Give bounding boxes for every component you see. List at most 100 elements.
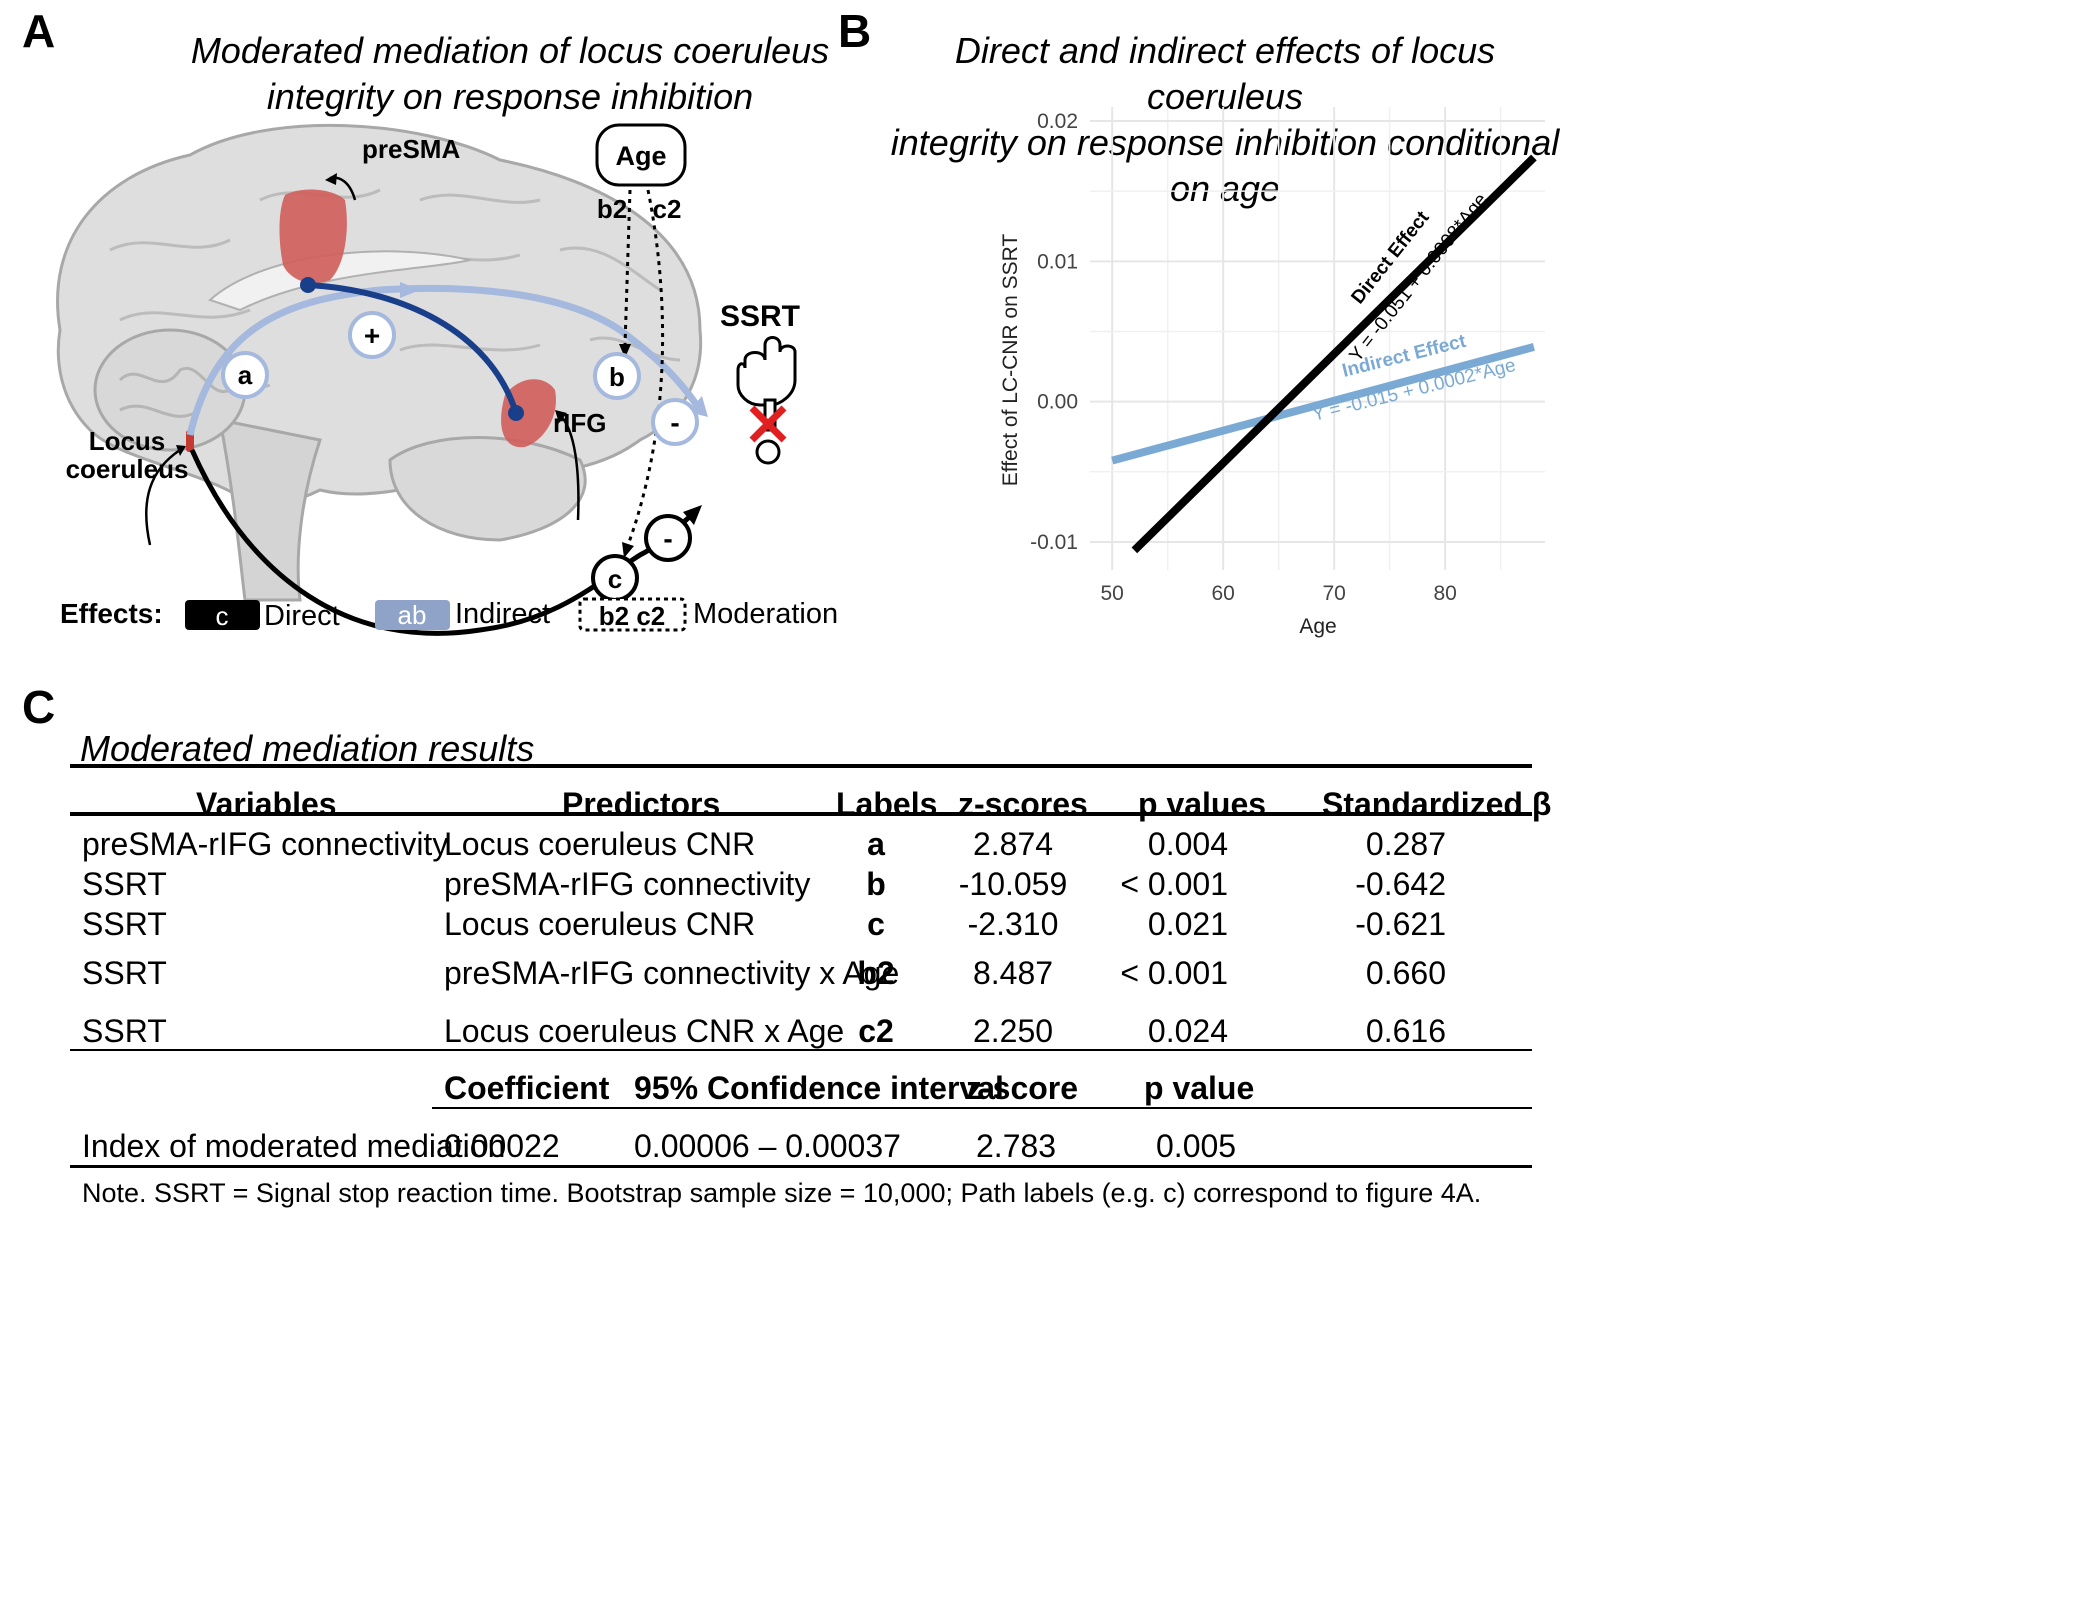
cell-z-score: 2.874 (972, 826, 1054, 862)
presma-label: preSMA (362, 134, 460, 164)
cell-predictor: preSMA-rIFG connectivity (444, 866, 811, 902)
panel-a-title-line1: Moderated mediation of locus coeruleus (190, 30, 830, 71)
cell-label: b2 (857, 955, 895, 991)
cell-predictor: Locus coeruleus CNR (444, 906, 756, 942)
c2-label: c2 (653, 194, 682, 224)
cell-predictor: Locus coeruleus CNR (444, 826, 756, 862)
locus-coeruleus-region (186, 430, 194, 452)
panel-b-letter: B (838, 5, 872, 57)
moderation-to-b (623, 189, 632, 346)
effects-legend: Effects: c Direct ab Indirect b2 c2 Mode… (60, 597, 838, 632)
panel-b-title-line1: Direct and indirect effects of locus coe… (954, 30, 1496, 117)
mediation-diagram: a + b - c - Age b2 c2 preSMA rIFG Locus … (56, 123, 838, 636)
indirect-effect-line (1111, 343, 1535, 465)
cell-variable: SSRT (82, 866, 167, 902)
cell-standardized-beta: -0.621 (1355, 906, 1446, 942)
y-tick-label: 0.00 (1037, 391, 1078, 414)
connectivity-line (307, 282, 519, 414)
direct-effect-line (1131, 154, 1537, 554)
path-a-circle (221, 351, 269, 399)
index-row-label: Index of moderated mediation (82, 1128, 506, 1164)
chart-grid (1090, 107, 1545, 570)
age-label: Age (615, 141, 666, 171)
index-header-coefficient: Coefficient (444, 1070, 610, 1106)
path-a-label: a (238, 360, 253, 390)
panel-b-title-line2: integrity on response inhibition conditi… (890, 122, 1560, 209)
moderation-b-arrowhead (619, 344, 631, 358)
chart-xlabel: Age (1299, 615, 1336, 638)
path-c-label: c (608, 564, 622, 594)
cell-p-value: < 0.001 (1120, 955, 1228, 991)
x-tick-label: 50 (1101, 582, 1124, 605)
age-box (595, 123, 687, 187)
index-header-rule (432, 1107, 1532, 1109)
legend-moderation-key (578, 597, 687, 632)
button-circle (755, 439, 781, 465)
chart-series (1111, 154, 1537, 554)
y-tick-label: 0.01 (1037, 250, 1078, 273)
plus-arrowhead (400, 282, 420, 298)
legend-direct-key (185, 600, 260, 630)
table-mid-rule (70, 1049, 1532, 1051)
header-z-scores: z-scores (958, 786, 1088, 822)
y-tick-label: -0.01 (1030, 531, 1078, 554)
lc-pointer (145, 448, 181, 546)
x-tick-label: 80 (1433, 582, 1456, 605)
path-b-circle (593, 352, 641, 400)
header-predictors: Predictors (562, 786, 721, 822)
panel-c-letter: C (22, 681, 56, 733)
presma-region (279, 189, 347, 284)
rifg-dot (508, 405, 524, 421)
moderation-c-arrowhead (622, 542, 634, 558)
rifg-pointer (559, 414, 580, 521)
direct-arrowhead (683, 505, 702, 525)
plus-circle (348, 311, 396, 359)
minus-indirect-circle (651, 398, 699, 446)
legend-indirect-key-text: ab (398, 600, 427, 630)
effects-chart: 50 60 70 80 -0.01 0.00 0.01 0.02 Age Effect of … (999, 107, 1545, 638)
legend-moderation-label: Moderation (693, 598, 838, 630)
cell-label: a (867, 826, 885, 862)
lc-label-line1: Locus (89, 426, 166, 456)
y-tick-label: 0.02 (1037, 110, 1078, 133)
cell-standardized-beta: -0.642 (1355, 866, 1446, 902)
index-row-p-value: 0.005 (1156, 1128, 1237, 1164)
brainstem (218, 418, 322, 602)
header-standardized-beta: Standardized β (1322, 786, 1552, 822)
legend-indirect-label: Indirect (455, 598, 550, 630)
chart-ylabel: Effect of LC-CNR on SSRT (999, 234, 1022, 487)
ssrt-label: SSRT (720, 300, 800, 333)
panel-a-letter: A (22, 5, 56, 57)
minus-direct-circle (644, 514, 692, 562)
plus-label: + (364, 320, 380, 351)
legend-moderation-key-text: b2 c2 (599, 601, 666, 631)
x-tick-label: 60 (1211, 582, 1234, 605)
cell-p-value: 0.024 (1147, 1013, 1228, 1049)
index-header-p-value: p value (1144, 1070, 1255, 1106)
cell-label: b (866, 866, 886, 902)
cell-z-score: -10.059 (958, 866, 1068, 902)
legend-title: Effects: (60, 598, 163, 629)
table-header-rule (70, 812, 1532, 816)
index-header-z-score: z-score (966, 1070, 1079, 1106)
cell-variable: SSRT (82, 906, 167, 942)
legend-direct-label: Direct (264, 600, 340, 632)
cell-p-value: 0.021 (1147, 906, 1228, 942)
indirect-path (186, 284, 703, 436)
path-b-label: b (609, 362, 625, 392)
minus-indirect-label: - (670, 407, 679, 438)
cell-variable: SSRT (82, 1013, 167, 1049)
table-bottom-rule (70, 1165, 1532, 1168)
cell-standardized-beta: 0.616 (1365, 1013, 1446, 1049)
panel-b-title: Direct and indirect effects of locus coe… (880, 28, 1570, 212)
cell-p-value: 0.004 (1147, 826, 1228, 862)
header-variables: Variables (196, 786, 337, 822)
rifg-label: rIFG (553, 408, 606, 438)
header-labels: Labels (836, 786, 938, 822)
stop-cross-icon (749, 405, 787, 443)
cell-variable: SSRT (82, 955, 167, 991)
legend-indirect-key (375, 600, 450, 630)
lc-label-line2: coeruleus (66, 454, 189, 484)
index-row-coefficient: 0.00022 (444, 1128, 560, 1164)
presma-dot (300, 277, 316, 293)
